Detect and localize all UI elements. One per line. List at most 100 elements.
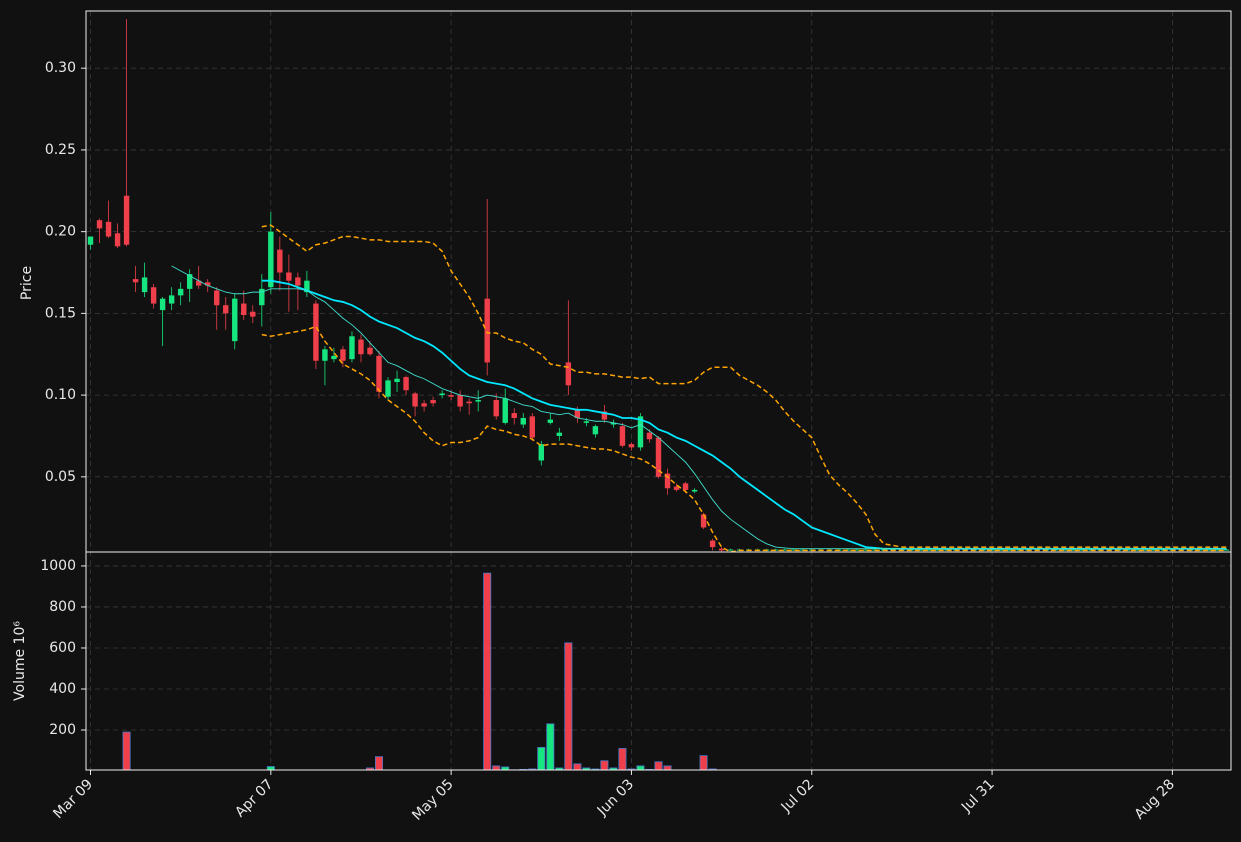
candle-body: [718, 548, 725, 551]
candle-body: [854, 549, 860, 551]
volume-bar: [537, 747, 546, 770]
candle-body: [574, 409, 581, 418]
candle-body: [619, 426, 626, 446]
candle-body: [223, 305, 229, 314]
candle-body: [114, 233, 121, 247]
candle-body: [385, 380, 391, 397]
candle-body: [538, 444, 544, 461]
candle-body: [998, 549, 1004, 551]
volume-bar: [600, 760, 609, 770]
candle-body: [601, 411, 608, 420]
candle-body: [403, 377, 409, 391]
y-tick-label: 0.15: [45, 305, 76, 321]
indicator-line: [171, 265, 1227, 550]
candle-body: [700, 514, 707, 528]
candle-body: [863, 549, 869, 551]
volume-bar: [555, 767, 564, 770]
candle-body: [655, 437, 662, 477]
candle-body: [412, 393, 418, 407]
candle-body: [96, 220, 103, 229]
candle-body: [322, 349, 328, 361]
volume-bar: [699, 755, 708, 770]
candle-body: [466, 401, 472, 404]
volume-bar: [636, 765, 645, 770]
candle-body: [917, 549, 923, 551]
candle-body: [529, 416, 535, 438]
volume-bar: [618, 748, 627, 770]
candle-body: [1142, 549, 1149, 551]
volume-bar: [483, 572, 492, 770]
candle-body: [448, 395, 454, 397]
candle-body: [105, 221, 112, 237]
y-tick-label: 0.30: [45, 60, 76, 76]
candle-body: [989, 549, 995, 551]
volume-bar: [573, 763, 582, 770]
candle-body: [1070, 549, 1076, 551]
volume-bar: [492, 765, 501, 770]
candle-body: [682, 483, 689, 490]
volume-frame: [85, 551, 1232, 771]
y-tick-label: 0.05: [45, 469, 76, 485]
y-tick-label: 0.25: [45, 142, 76, 158]
y-tick-label: 600: [49, 640, 76, 656]
candle-body: [1214, 549, 1221, 551]
candle-body: [195, 280, 202, 286]
candle-body: [439, 393, 445, 396]
candle-body: [259, 288, 265, 306]
candle-body: [340, 349, 346, 361]
candle-body: [277, 249, 283, 273]
y-tick-label: 0.10: [45, 387, 76, 403]
candle-body: [132, 279, 139, 283]
volume-bar: [528, 768, 537, 770]
candle-body: [628, 444, 635, 448]
volume-bar: [365, 767, 375, 770]
candle-body: [141, 277, 148, 293]
candle-body: [168, 295, 175, 304]
candle-body: [421, 403, 427, 407]
candle-body: [367, 347, 373, 355]
candle-body: [673, 486, 680, 490]
candle-body: [709, 540, 716, 548]
candle-body: [565, 362, 572, 386]
candle-body: [511, 413, 517, 418]
candle-body: [926, 549, 932, 551]
candle-body: [205, 282, 211, 286]
candle-body: [177, 288, 184, 296]
candle-body: [313, 303, 319, 361]
candle-body: [773, 549, 779, 551]
candle-body: [150, 287, 157, 304]
candle-body: [475, 399, 481, 402]
candle-body: [358, 339, 364, 355]
candle-body: [349, 336, 355, 360]
candle-body: [376, 355, 382, 392]
candle-body: [232, 298, 238, 342]
candle-body: [691, 489, 698, 492]
y-axis-label: Price: [19, 266, 35, 300]
grid-layer: [86, 11, 1231, 770]
candle-body: [1061, 549, 1067, 551]
candle-body: [123, 195, 130, 245]
candle-body: [610, 422, 617, 425]
candle-body: [520, 417, 526, 425]
candle-body: [430, 399, 436, 404]
volume-bar: [708, 768, 717, 770]
candle-body: [1133, 549, 1140, 551]
candle-body: [1223, 549, 1230, 551]
y-tick-label: 200: [49, 722, 76, 738]
candle-body: [250, 311, 256, 317]
candle-body: [547, 419, 554, 423]
candle-body: [457, 395, 463, 407]
candle-body: [664, 473, 671, 489]
candle-body: [592, 426, 599, 435]
volume-axis-label: Volume 10⁶: [12, 621, 28, 701]
candle-body: [1007, 549, 1013, 551]
y-tick-label: 1000: [40, 558, 76, 574]
volume-bar: [375, 756, 384, 770]
candle-body: [782, 549, 788, 551]
volume-bar: [501, 766, 510, 770]
candle-body: [1151, 549, 1158, 551]
volume-bar: [663, 765, 672, 770]
candle-body: [159, 298, 166, 311]
